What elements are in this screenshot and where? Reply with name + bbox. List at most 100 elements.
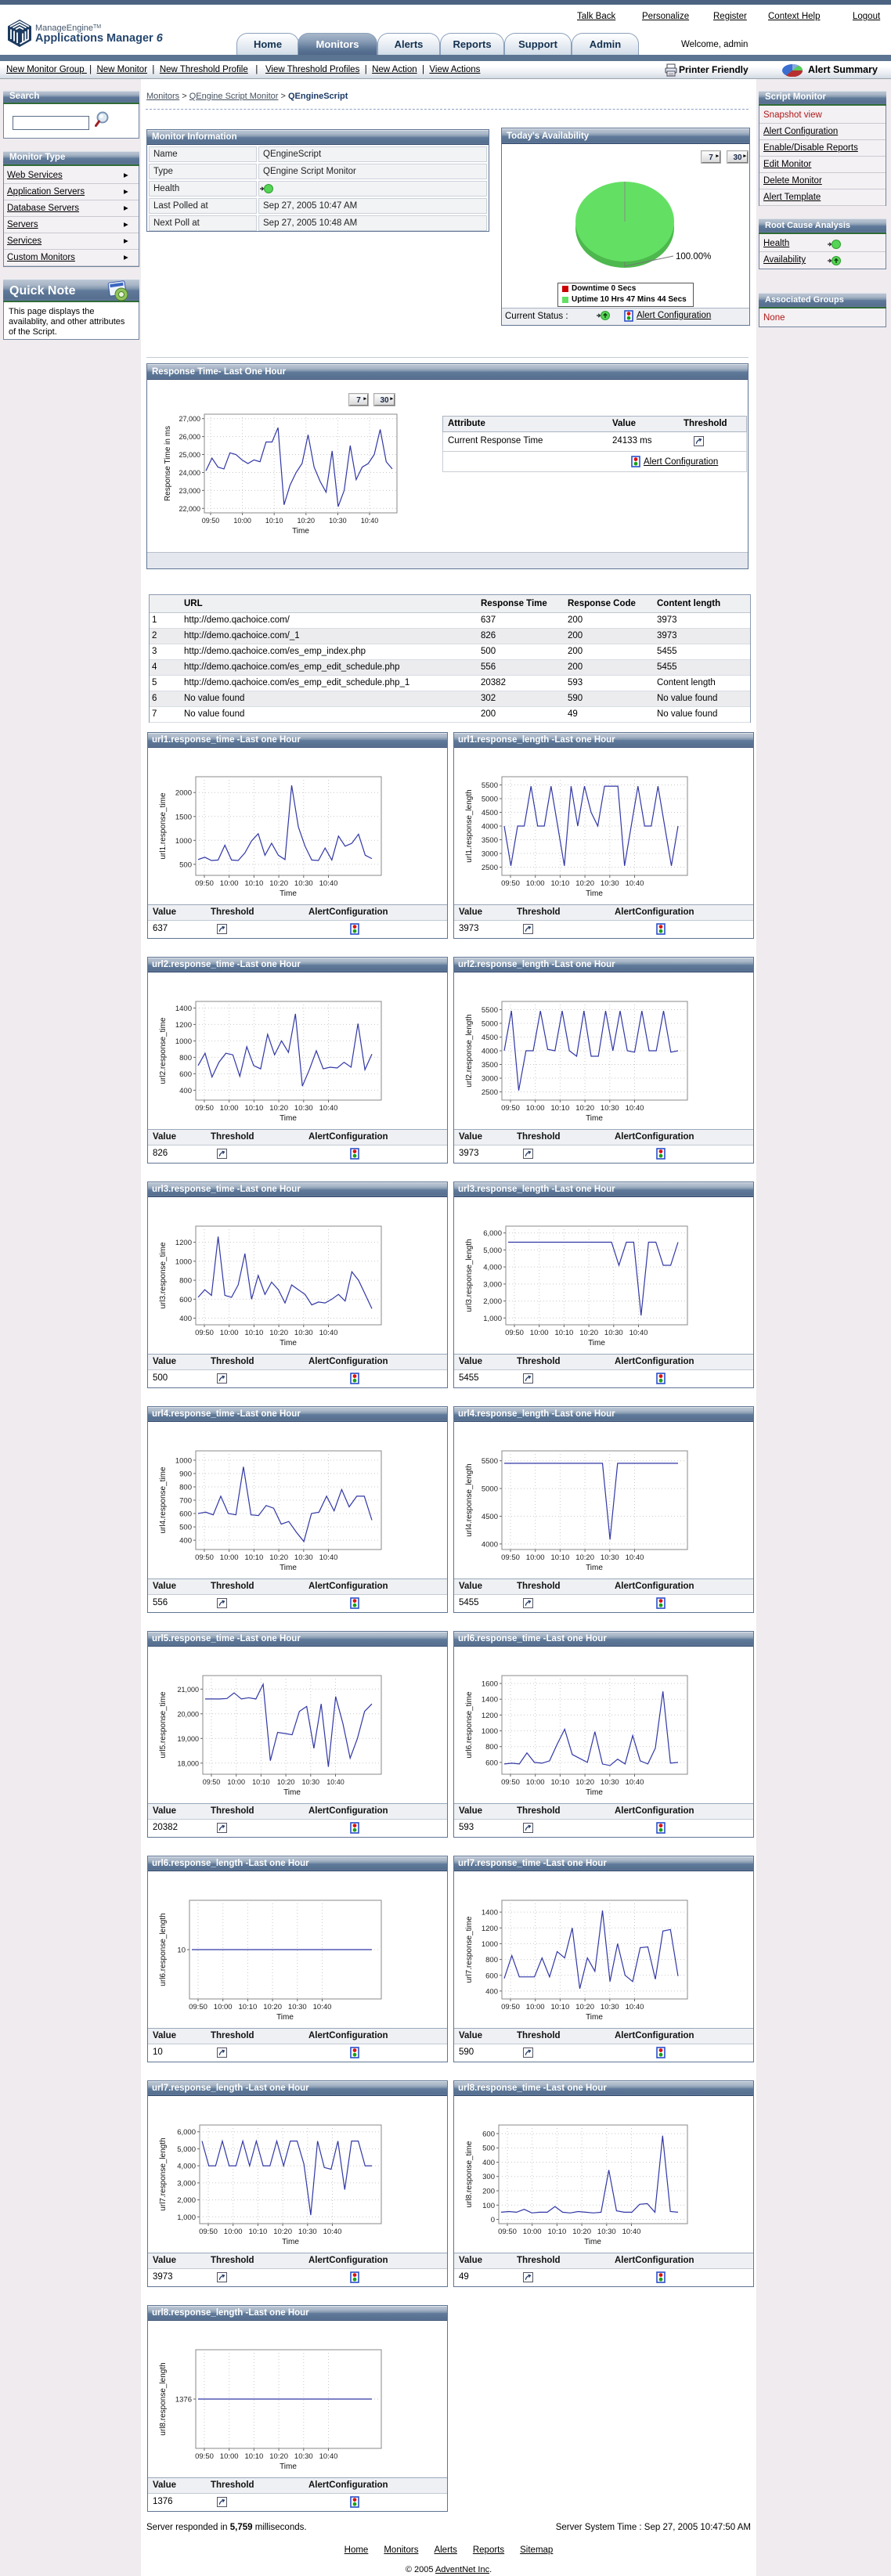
svg-text:10:20: 10:20 <box>298 517 316 525</box>
svg-text:09:50: 09:50 <box>195 1329 214 1337</box>
svg-text:3000: 3000 <box>482 1075 498 1084</box>
svg-text:10:00: 10:00 <box>214 2003 233 2011</box>
svg-text:url7.response_length: url7.response_length <box>159 2138 168 2210</box>
svg-text:Response Time in ms: Response Time in ms <box>164 426 172 501</box>
svg-text:600: 600 <box>179 1070 192 1079</box>
svg-text:1376: 1376 <box>175 2396 192 2405</box>
svg-text:url8.response_length: url8.response_length <box>159 2362 168 2435</box>
svg-text:10:20: 10:20 <box>579 1329 598 1337</box>
svg-text:09:50: 09:50 <box>189 2003 207 2011</box>
svg-text:10:10: 10:10 <box>245 1329 264 1337</box>
svg-text:10:40: 10:40 <box>319 1329 338 1337</box>
svg-text:5000: 5000 <box>482 796 498 804</box>
svg-text:10:40: 10:40 <box>622 2228 641 2236</box>
svg-text:10:20: 10:20 <box>269 1329 288 1337</box>
svg-text:10:30: 10:30 <box>601 1104 619 1113</box>
svg-text:10:20: 10:20 <box>575 1553 594 1562</box>
svg-text:10:20: 10:20 <box>575 879 594 888</box>
svg-text:1200: 1200 <box>482 1712 498 1720</box>
svg-text:10:20: 10:20 <box>273 2228 292 2236</box>
svg-text:24,000: 24,000 <box>179 469 200 477</box>
svg-text:10:00: 10:00 <box>220 1553 239 1562</box>
svg-text:url6.response_time: url6.response_time <box>465 1691 474 1758</box>
svg-text:10:40: 10:40 <box>626 879 644 888</box>
svg-text:1200: 1200 <box>482 1925 498 1933</box>
svg-text:09:50: 09:50 <box>501 2003 520 2011</box>
svg-text:10:40: 10:40 <box>626 1553 644 1562</box>
svg-text:10:40: 10:40 <box>361 517 379 525</box>
svg-text:22,000: 22,000 <box>179 505 200 513</box>
svg-text:25,000: 25,000 <box>179 451 200 459</box>
svg-text:1400: 1400 <box>175 1005 192 1013</box>
svg-text:10:40: 10:40 <box>326 1778 344 1786</box>
svg-text:10:00: 10:00 <box>220 1329 239 1337</box>
svg-text:10:20: 10:20 <box>575 1778 594 1787</box>
svg-text:1000: 1000 <box>175 837 192 846</box>
svg-text:800: 800 <box>179 1277 192 1286</box>
svg-text:2,000: 2,000 <box>483 1297 502 1306</box>
svg-text:Time: Time <box>588 1339 605 1348</box>
svg-text:4000: 4000 <box>482 1540 498 1549</box>
svg-text:10:10: 10:10 <box>252 1778 270 1786</box>
svg-text:Time: Time <box>586 1564 603 1572</box>
svg-text:Time: Time <box>586 1788 603 1797</box>
svg-text:4500: 4500 <box>482 809 498 817</box>
svg-text:10:10: 10:10 <box>249 2228 268 2236</box>
svg-text:6,000: 6,000 <box>177 2128 196 2137</box>
svg-text:10:10: 10:10 <box>245 1104 264 1113</box>
svg-text:10:40: 10:40 <box>629 1329 648 1337</box>
svg-text:10:40: 10:40 <box>626 1104 644 1113</box>
svg-text:800: 800 <box>485 1956 498 1964</box>
svg-text:700: 700 <box>179 1497 192 1506</box>
svg-text:url3.response_time: url3.response_time <box>159 1242 168 1308</box>
svg-text:url3.response_length: url3.response_length <box>465 1239 474 1311</box>
svg-text:10:40: 10:40 <box>319 1553 338 1562</box>
svg-text:url6.response_length: url6.response_length <box>159 1913 168 1986</box>
svg-text:10:40: 10:40 <box>323 2228 342 2236</box>
svg-text:url7.response_time: url7.response_time <box>465 1916 474 1983</box>
svg-text:10:00: 10:00 <box>227 1778 245 1786</box>
svg-text:5000: 5000 <box>482 1020 498 1029</box>
svg-text:09:50: 09:50 <box>195 2452 214 2461</box>
svg-text:10:30: 10:30 <box>604 1329 623 1337</box>
svg-text:10:30: 10:30 <box>294 1329 313 1337</box>
svg-text:10:30: 10:30 <box>302 1778 320 1786</box>
svg-text:800: 800 <box>485 1743 498 1752</box>
svg-text:Time: Time <box>280 2462 297 2471</box>
svg-text:1400: 1400 <box>482 1909 498 1918</box>
svg-text:10:40: 10:40 <box>626 1778 644 1787</box>
svg-text:10:00: 10:00 <box>220 2452 239 2461</box>
svg-text:url1.response_time: url1.response_time <box>159 792 168 859</box>
svg-text:1600: 1600 <box>482 1680 498 1689</box>
svg-text:10:20: 10:20 <box>263 2003 282 2011</box>
svg-text:10:10: 10:10 <box>245 879 264 888</box>
svg-text:1000: 1000 <box>482 1940 498 1949</box>
svg-text:600: 600 <box>485 1972 498 1980</box>
svg-text:Time: Time <box>280 1339 297 1348</box>
svg-text:500: 500 <box>482 2145 495 2153</box>
svg-text:09:50: 09:50 <box>498 2228 517 2236</box>
svg-text:10:30: 10:30 <box>597 2228 616 2236</box>
svg-text:10:10: 10:10 <box>548 2228 567 2236</box>
svg-text:3500: 3500 <box>482 836 498 845</box>
svg-text:url4.response_time: url4.response_time <box>159 1467 168 1533</box>
svg-text:10:40: 10:40 <box>319 1104 338 1113</box>
svg-text:1,000: 1,000 <box>177 2213 196 2222</box>
svg-text:3,000: 3,000 <box>483 1280 502 1289</box>
svg-text:10:20: 10:20 <box>575 1104 594 1113</box>
svg-text:1000: 1000 <box>175 1257 192 1266</box>
svg-text:10:30: 10:30 <box>294 1553 313 1562</box>
svg-text:10: 10 <box>177 1946 186 1955</box>
svg-text:500: 500 <box>179 860 192 869</box>
svg-text:10:00: 10:00 <box>526 879 545 888</box>
svg-text:4,000: 4,000 <box>177 2163 196 2171</box>
svg-text:Time: Time <box>586 889 603 898</box>
svg-text:url1.response_length: url1.response_length <box>465 789 474 862</box>
svg-text:6,000: 6,000 <box>483 1229 502 1238</box>
svg-text:4500: 4500 <box>482 1034 498 1042</box>
svg-text:3,000: 3,000 <box>177 2179 196 2188</box>
svg-text:800: 800 <box>179 1054 192 1063</box>
svg-text:10:20: 10:20 <box>269 879 288 888</box>
svg-text:10:00: 10:00 <box>523 2228 542 2236</box>
svg-text:4500: 4500 <box>482 1513 498 1521</box>
